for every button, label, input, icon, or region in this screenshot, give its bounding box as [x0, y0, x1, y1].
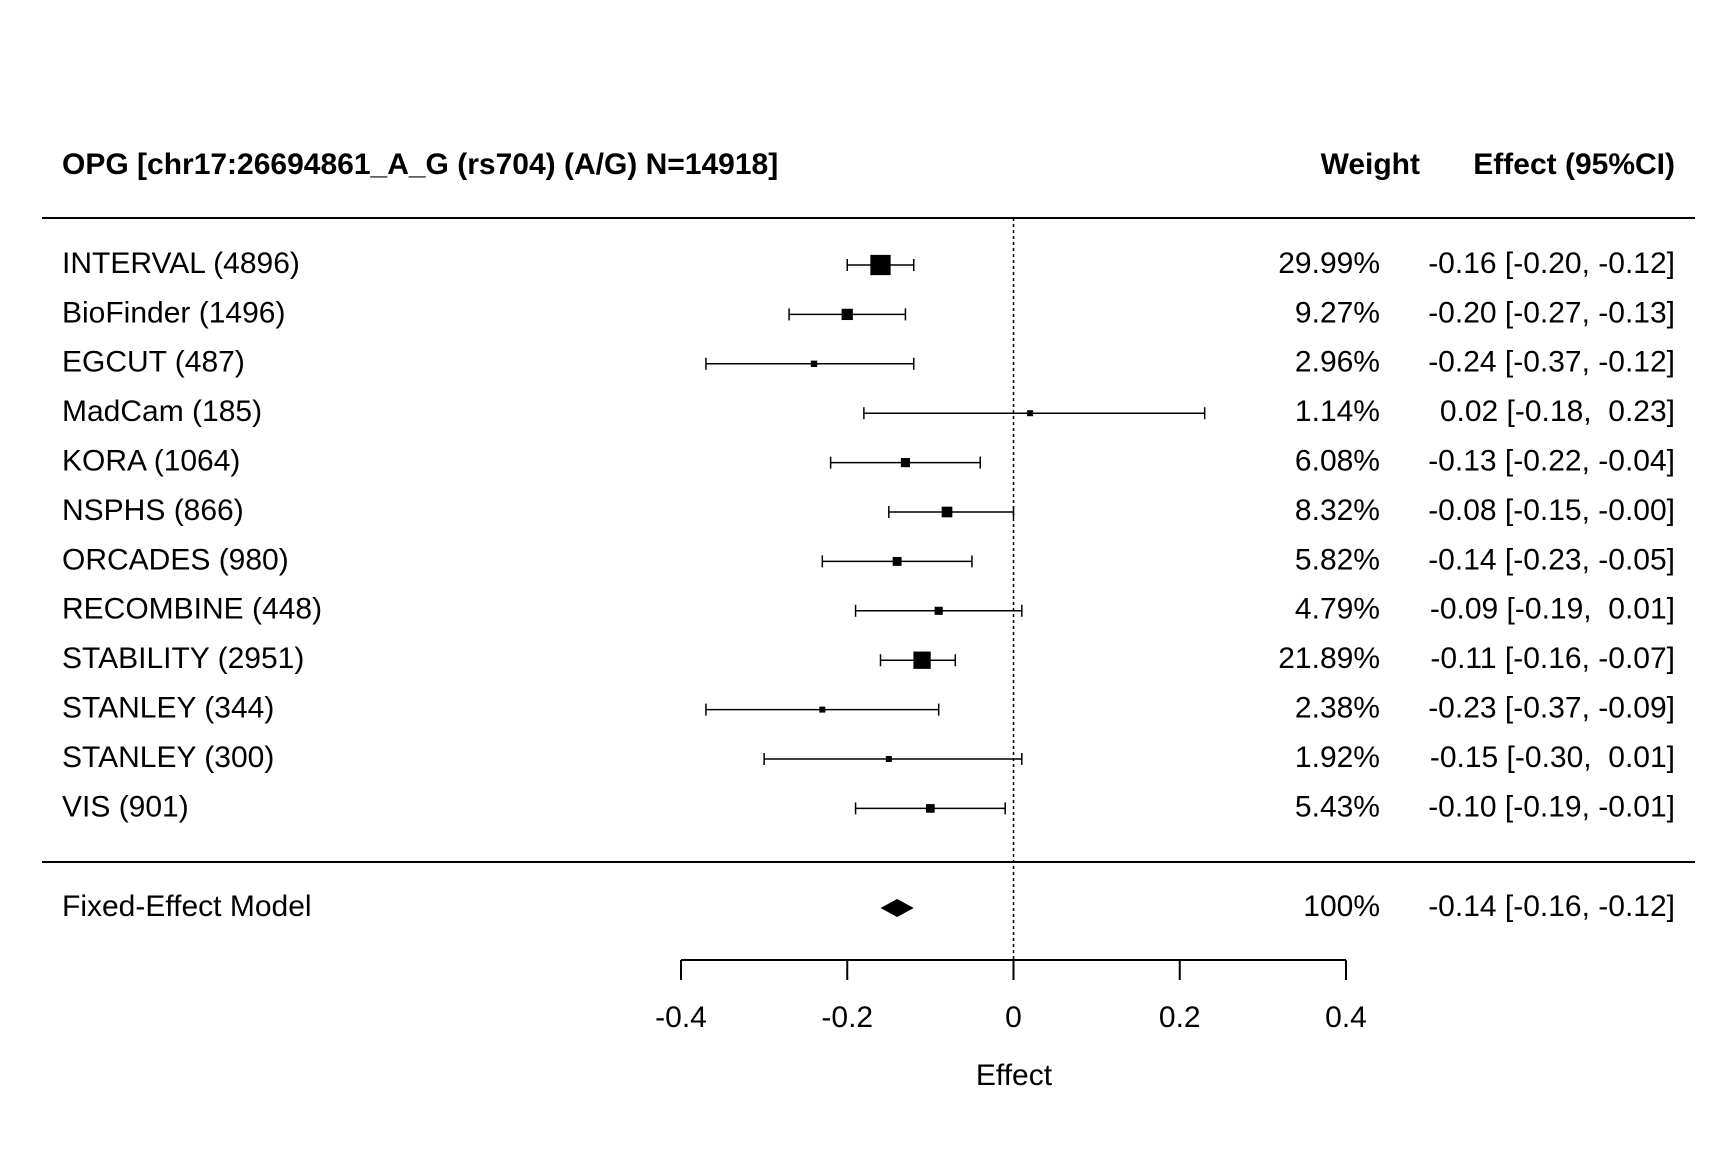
effect-box: [1027, 410, 1034, 417]
weight-label: 29.99%: [1278, 247, 1380, 280]
x-axis-label: Effect: [976, 1059, 1053, 1092]
effect-box: [941, 506, 953, 518]
effect-box: [926, 804, 935, 813]
row-label: INTERVAL (4896): [62, 247, 300, 280]
row-label: RECOMBINE (448): [62, 593, 322, 626]
ci-label: -0.16 [-0.20, -0.12]: [1428, 247, 1675, 280]
row-label: Fixed-Effect Model: [62, 890, 312, 923]
summary-diamond: [880, 899, 914, 917]
effect-box: [934, 606, 943, 615]
column-header: Effect (95%CI): [1473, 148, 1675, 181]
weight-label: 9.27%: [1295, 296, 1380, 329]
ci-label: -0.15 [-0.30, 0.01]: [1430, 741, 1675, 774]
x-tick-label: 0.2: [1159, 1001, 1201, 1034]
ci-label: -0.20 [-0.27, -0.13]: [1428, 296, 1675, 329]
effect-box: [892, 556, 902, 566]
weight-label: 4.79%: [1295, 593, 1380, 626]
row-label: STANLEY (344): [62, 692, 274, 725]
effect-box: [810, 360, 818, 367]
effect-box: [900, 458, 910, 468]
effect-box: [913, 651, 931, 669]
weight-label: 1.14%: [1295, 395, 1380, 428]
ci-label: -0.13 [-0.22, -0.04]: [1428, 445, 1675, 478]
chart-title: OPG [chr17:26694861_A_G (rs704) (A/G) N=…: [62, 148, 778, 181]
row-label: ORCADES (980): [62, 543, 289, 576]
weight-label: 2.96%: [1295, 346, 1380, 379]
ci-label: -0.10 [-0.19, -0.01]: [1428, 790, 1675, 823]
ci-label: -0.14 [-0.16, -0.12]: [1428, 890, 1675, 923]
weight-label: 100%: [1303, 890, 1380, 923]
ci-label: -0.08 [-0.15, -0.00]: [1428, 494, 1675, 527]
weight-label: 8.32%: [1295, 494, 1380, 527]
row-label: STABILITY (2951): [62, 642, 304, 675]
row-label: KORA (1064): [62, 445, 240, 478]
effect-box: [819, 706, 826, 713]
weight-label: 2.38%: [1295, 692, 1380, 725]
row-label: VIS (901): [62, 790, 189, 823]
x-tick-label: 0: [1005, 1001, 1022, 1034]
ci-label: -0.14 [-0.23, -0.05]: [1428, 543, 1675, 576]
column-header: Weight: [1321, 148, 1420, 181]
effect-box: [841, 308, 853, 321]
weight-label: 21.89%: [1278, 642, 1380, 675]
row-label: MadCam (185): [62, 395, 262, 428]
ci-label: -0.23 [-0.37, -0.09]: [1428, 692, 1675, 725]
row-label: EGCUT (487): [62, 346, 245, 379]
ci-label: -0.24 [-0.37, -0.12]: [1428, 346, 1675, 379]
weight-label: 5.82%: [1295, 543, 1380, 576]
row-label: NSPHS (866): [62, 494, 244, 527]
ci-label: -0.09 [-0.19, 0.01]: [1430, 593, 1675, 626]
effect-box: [870, 254, 891, 276]
row-label: BioFinder (1496): [62, 296, 285, 329]
x-tick-label: -0.2: [821, 1001, 873, 1034]
weight-label: 1.92%: [1295, 741, 1380, 774]
ci-label: -0.11 [-0.16, -0.07]: [1430, 642, 1675, 675]
row-label: STANLEY (300): [62, 741, 274, 774]
x-tick-label: -0.4: [655, 1001, 707, 1034]
effect-box: [885, 756, 892, 762]
weight-label: 6.08%: [1295, 445, 1380, 478]
weight-label: 5.43%: [1295, 790, 1380, 823]
ci-label: 0.02 [-0.18, 0.23]: [1440, 395, 1675, 428]
x-tick-label: 0.4: [1325, 1001, 1367, 1034]
